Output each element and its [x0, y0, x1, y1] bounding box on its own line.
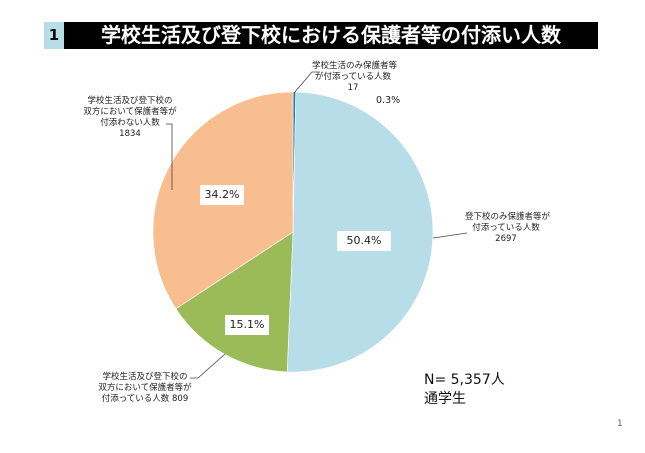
- label-line: 学校生活のみ保護者等: [312, 61, 398, 71]
- leader-line-commute-only: [432, 232, 468, 239]
- slice-label-commute-only: 登下校のみ保護者等が 付添っている人数 2697: [465, 212, 551, 245]
- population-label: 通学生: [424, 391, 466, 407]
- slice-label-both: 学校生活及び登下校の 双方において保護者等が 付添っている人数 809: [95, 372, 195, 405]
- label-value: 17: [347, 83, 359, 93]
- section-number: 1: [44, 22, 64, 49]
- label-line: 付添わない人数: [100, 118, 160, 128]
- label-line: 付添っている人数: [472, 223, 540, 233]
- label-line: 付添っている人数 809: [101, 394, 189, 404]
- percent-label-school-only: 0.3%: [376, 95, 401, 106]
- label-line: 学校生活及び登下校の: [87, 96, 173, 106]
- sample-size-label: N= 5,357人: [424, 372, 505, 388]
- label-line: 双方において保護者等が: [98, 383, 192, 393]
- percent-label-commute-only: 50.4%: [337, 231, 391, 251]
- label-line: が付添っている人数: [314, 72, 392, 82]
- label-line: 双方において保護者等が: [83, 107, 177, 117]
- pie-slice-2: [175, 231, 294, 373]
- label-line: 登下校のみ保護者等が: [465, 212, 551, 222]
- label-value: 1834: [119, 129, 141, 139]
- slice-label-school-only: 学校生活のみ保護者等 が付添っている人数 17: [312, 61, 398, 94]
- label-line: 学校生活及び登下校の: [102, 372, 188, 382]
- leader-line-school-only: [293, 71, 320, 94]
- page-title: 学校生活及び登下校における保護者等の付添い人数: [64, 22, 598, 49]
- slice-label-neither: 学校生活及び登下校の 双方において保護者等が 付添わない人数 1834: [80, 96, 180, 140]
- percent-label-neither: 34.2%: [200, 185, 244, 205]
- leader-line-both: [190, 353, 226, 379]
- label-value: 2697: [495, 234, 517, 244]
- percent-label-both: 15.1%: [225, 315, 269, 335]
- leader-line-neither: [166, 123, 173, 190]
- page-number: 1: [617, 419, 623, 429]
